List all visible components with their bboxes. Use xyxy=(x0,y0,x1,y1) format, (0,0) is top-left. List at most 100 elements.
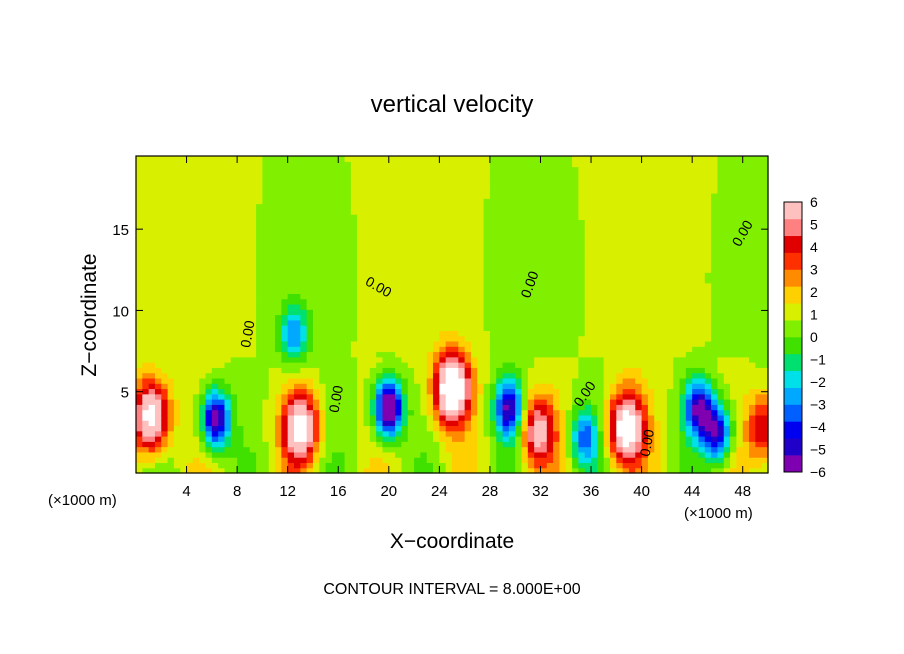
heatmap-cell xyxy=(300,229,308,236)
heatmap-cell xyxy=(224,261,232,268)
heatmap-cell xyxy=(186,335,194,342)
heatmap-cell xyxy=(237,229,245,236)
heatmap-cell xyxy=(331,377,339,384)
heatmap-cell xyxy=(584,330,592,337)
heatmap-cell xyxy=(622,192,630,199)
heatmap-cell xyxy=(148,298,156,305)
heatmap-cell xyxy=(597,409,605,416)
heatmap-cell xyxy=(268,346,276,353)
heatmap-cell xyxy=(452,198,459,205)
heatmap-cell xyxy=(559,436,567,442)
heatmap-cell xyxy=(654,182,662,189)
heatmap-cell xyxy=(275,245,282,252)
heatmap-cell xyxy=(161,362,169,368)
heatmap-cell xyxy=(584,282,592,289)
heatmap-cell xyxy=(515,330,523,337)
heatmap-cell xyxy=(433,166,440,173)
heatmap-cell xyxy=(161,335,169,342)
heatmap-cell xyxy=(306,340,314,347)
heatmap-cell xyxy=(452,441,459,448)
heatmap-cell xyxy=(565,399,573,405)
heatmap-cell xyxy=(628,293,636,300)
heatmap-cell xyxy=(350,356,358,363)
heatmap-cell xyxy=(401,277,409,284)
heatmap-cell xyxy=(452,177,459,184)
heatmap-cell xyxy=(142,256,150,263)
heatmap-cell xyxy=(546,198,554,205)
heatmap-cell xyxy=(439,467,447,474)
heatmap-cell xyxy=(647,293,655,300)
heatmap-cell xyxy=(350,362,358,368)
heatmap-cell xyxy=(218,441,226,448)
heatmap-cell xyxy=(452,330,459,337)
heatmap-cell xyxy=(142,393,150,400)
heatmap-cell xyxy=(136,351,143,358)
heatmap-cell xyxy=(344,314,352,321)
heatmap-cell xyxy=(154,362,162,368)
heatmap-cell xyxy=(148,171,156,178)
heatmap-cell xyxy=(275,309,282,316)
heatmap-cell xyxy=(369,182,377,189)
heatmap-cell xyxy=(420,277,428,284)
heatmap-cell xyxy=(249,161,257,168)
heatmap-cell xyxy=(306,367,314,374)
heatmap-cell xyxy=(281,298,289,305)
heatmap-cell xyxy=(173,372,181,379)
heatmap-cell xyxy=(610,214,617,220)
heatmap-cell xyxy=(350,171,358,178)
heatmap-cell xyxy=(331,340,339,347)
heatmap-cell xyxy=(205,340,213,347)
heatmap-cell xyxy=(610,425,617,432)
heatmap-cell xyxy=(312,182,320,189)
heatmap-cell xyxy=(237,362,245,368)
heatmap-cell xyxy=(603,208,611,215)
heatmap-cell xyxy=(433,430,440,437)
heatmap-cell xyxy=(546,430,554,437)
heatmap-cell xyxy=(186,229,194,236)
heatmap-cell xyxy=(407,309,415,316)
heatmap-cell xyxy=(489,430,497,437)
heatmap-cell xyxy=(243,383,251,390)
heatmap-cell xyxy=(319,346,327,353)
heatmap-cell xyxy=(256,282,263,289)
heatmap-cell xyxy=(136,288,143,294)
heatmap-cell xyxy=(325,372,333,379)
heatmap-cell xyxy=(275,383,282,390)
heatmap-cell xyxy=(205,409,213,416)
heatmap-cell xyxy=(407,166,415,173)
heatmap-cell xyxy=(230,298,238,305)
heatmap-cell xyxy=(249,198,257,205)
heatmap-cell xyxy=(199,388,207,395)
heatmap-cell xyxy=(344,388,352,395)
heatmap-cell xyxy=(521,372,529,379)
heatmap-cell xyxy=(382,346,390,353)
heatmap-cell xyxy=(287,203,295,210)
heatmap-cell xyxy=(161,177,169,184)
heatmap-cell xyxy=(338,377,346,384)
heatmap-cell xyxy=(641,309,649,316)
heatmap-cell xyxy=(591,351,598,358)
heatmap-cell xyxy=(641,261,649,268)
heatmap-cell xyxy=(641,203,649,210)
heatmap-cell xyxy=(350,309,358,316)
heatmap-cell xyxy=(287,309,295,316)
heatmap-cell xyxy=(401,330,409,337)
heatmap-cell xyxy=(546,409,554,416)
heatmap-cell xyxy=(205,325,213,331)
heatmap-cell xyxy=(199,351,207,358)
heatmap-cell xyxy=(287,346,295,353)
heatmap-cell xyxy=(616,177,624,184)
heatmap-cell xyxy=(294,399,301,405)
heatmap-cell xyxy=(603,330,611,337)
heatmap-cell xyxy=(306,166,314,173)
heatmap-cell xyxy=(192,351,200,358)
heatmap-cell xyxy=(230,325,238,331)
heatmap-cell xyxy=(489,182,497,189)
heatmap-cell xyxy=(186,166,194,173)
heatmap-cell xyxy=(325,436,333,442)
heatmap-cell xyxy=(268,409,276,416)
heatmap-cell xyxy=(534,182,542,189)
heatmap-cell xyxy=(534,314,542,321)
heatmap-cell xyxy=(464,330,472,337)
heatmap-cell xyxy=(647,393,655,400)
